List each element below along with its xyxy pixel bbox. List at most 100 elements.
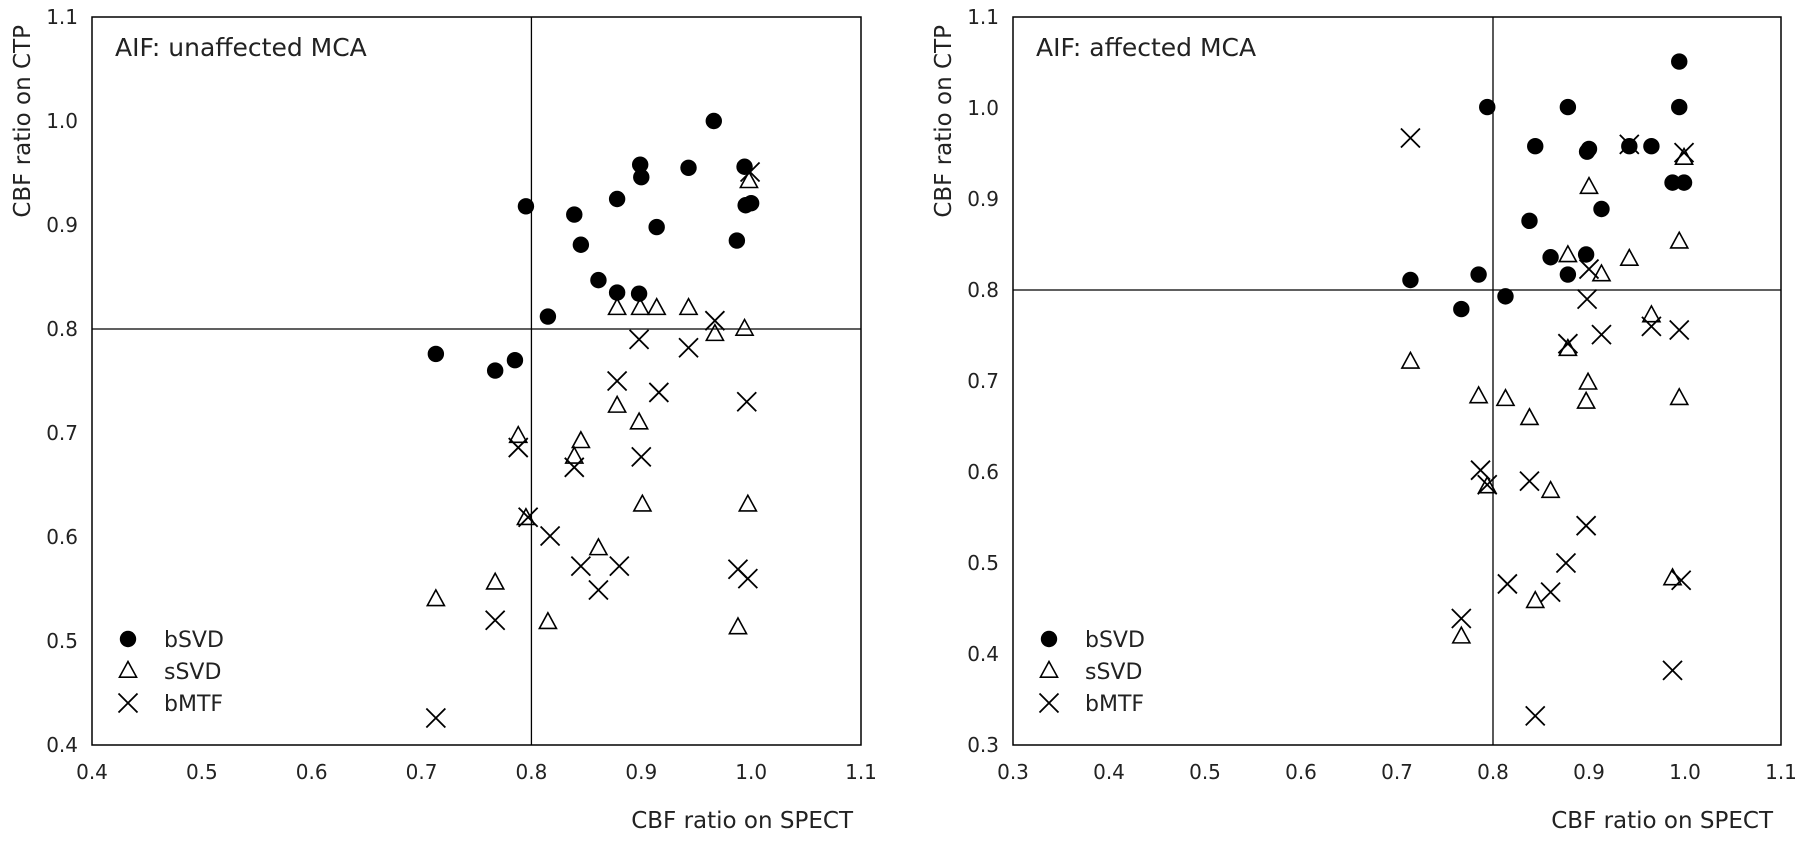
x-axis-title: CBF ratio on SPECT: [631, 808, 854, 834]
x-tick-label: 0.4: [76, 760, 108, 784]
point-bsvd: [1521, 212, 1538, 230]
x-tick-label: 1.0: [735, 760, 767, 784]
point-bsvd: [1643, 138, 1660, 155]
y-tick-label: 0.8: [967, 278, 999, 302]
y-tick-label: 1.1: [967, 5, 999, 29]
y-tick-label: 0.7: [46, 421, 78, 445]
y-tick-label: 0.5: [46, 629, 78, 653]
point-bsvd: [539, 308, 557, 325]
point-bsvd: [1559, 98, 1577, 116]
point-ssvd: [425, 588, 446, 607]
point-ssvd: [570, 430, 591, 449]
y-tick-label: 1.0: [967, 96, 999, 120]
point-bmtf: [737, 568, 758, 589]
point-bmtf: [1400, 127, 1421, 149]
point-ssvd: [1579, 175, 1599, 195]
point-bmtf: [1477, 474, 1498, 495]
y-tick-label: 0.4: [967, 642, 999, 666]
point-bmtf: [564, 457, 585, 478]
y-axis-title: CBF ratio on CTP: [931, 25, 957, 218]
point-bmtf: [1619, 134, 1640, 155]
x-tick-label: 1.1: [845, 760, 877, 784]
point-bmtf: [1555, 552, 1577, 574]
point-bmtf: [1671, 570, 1692, 591]
point-ssvd: [1451, 625, 1472, 644]
plot-frame: [91, 16, 862, 746]
y-tick-label: 0.8: [46, 317, 78, 341]
y-tick-label: 0.6: [46, 525, 78, 549]
point-bsvd: [728, 232, 746, 249]
legend-label-bmtf: bMTF: [1085, 692, 1144, 717]
legend: bSVD sSVD bMTF: [117, 628, 224, 717]
point-ssvd: [1477, 475, 1498, 494]
series-bsvd: [1402, 53, 1693, 318]
x-tick-label: 0.7: [406, 760, 438, 784]
point-ssvd: [1468, 385, 1489, 404]
legend-marker-bsvd: [119, 630, 137, 648]
y-tick-label: 1.0: [46, 109, 78, 133]
y-tick-label: 0.5: [967, 551, 999, 575]
legend-label-bsvd: bSVD: [164, 628, 224, 653]
point-bsvd: [630, 285, 648, 302]
point-ssvd: [739, 170, 759, 189]
point-bsvd: [1577, 246, 1595, 263]
x-tick-label: 0.3: [997, 760, 1029, 784]
x-tick-label: 0.5: [186, 760, 218, 784]
point-bsvd: [648, 218, 665, 236]
point-ssvd: [564, 445, 585, 464]
point-bmtf: [739, 161, 761, 183]
point-bmtf: [1575, 515, 1597, 536]
point-ssvd: [607, 297, 628, 316]
point-bmtf: [588, 579, 609, 601]
legend-marker-ssvd: [1039, 659, 1059, 678]
x-tick-label: 0.7: [1381, 760, 1413, 784]
series-bmtf: [1400, 127, 1695, 727]
point-bsvd: [590, 271, 607, 289]
point-ssvd: [485, 571, 506, 590]
point-bsvd: [1453, 300, 1470, 318]
point-bsvd: [1470, 266, 1487, 283]
point-bsvd: [633, 168, 650, 186]
point-ssvd: [516, 507, 536, 526]
point-bsvd: [1479, 98, 1496, 116]
point-bmtf: [485, 610, 506, 631]
point-bsvd: [1497, 288, 1514, 305]
point-bmtf: [508, 437, 529, 458]
point-ssvd: [646, 297, 667, 316]
point-ssvd: [728, 616, 748, 635]
y-tick-label: 0.9: [967, 187, 999, 211]
point-bsvd: [608, 284, 626, 301]
x-tick-label: 1.1: [1765, 760, 1797, 784]
point-bmtf: [1591, 324, 1612, 345]
series-bmtf: [425, 161, 761, 729]
point-ssvd: [704, 323, 725, 342]
point-bsvd: [1402, 271, 1419, 289]
series-ssvd: [425, 170, 759, 635]
plot-frame: [1012, 16, 1782, 746]
point-bsvd: [1664, 174, 1681, 191]
point-bsvd: [1671, 98, 1688, 116]
point-ssvd: [1641, 304, 1662, 323]
point-ssvd: [1400, 350, 1421, 369]
point-bsvd: [517, 198, 535, 215]
point-bmtf: [1641, 316, 1662, 337]
x-tick-label: 0.4: [1093, 760, 1125, 784]
y-tick-label: 0.3: [967, 733, 999, 757]
point-bsvd: [608, 190, 626, 208]
point-bsvd: [742, 194, 760, 212]
point-bmtf: [606, 370, 628, 392]
legend-marker-bsvd: [1040, 630, 1058, 648]
x-tick-label: 0.9: [625, 760, 657, 784]
point-ssvd: [737, 493, 758, 512]
y-tick-label: 0.6: [967, 460, 999, 484]
point-bmtf: [704, 310, 726, 331]
point-bmtf: [628, 329, 650, 350]
point-bsvd: [705, 112, 722, 130]
point-ssvd: [1669, 387, 1690, 406]
point-bmtf: [1451, 608, 1472, 629]
point-bmtf: [1519, 470, 1540, 492]
series-ssvd: [1400, 146, 1694, 644]
point-bsvd: [631, 156, 649, 173]
panel-label: AIF: unaffected MCA: [115, 33, 367, 62]
